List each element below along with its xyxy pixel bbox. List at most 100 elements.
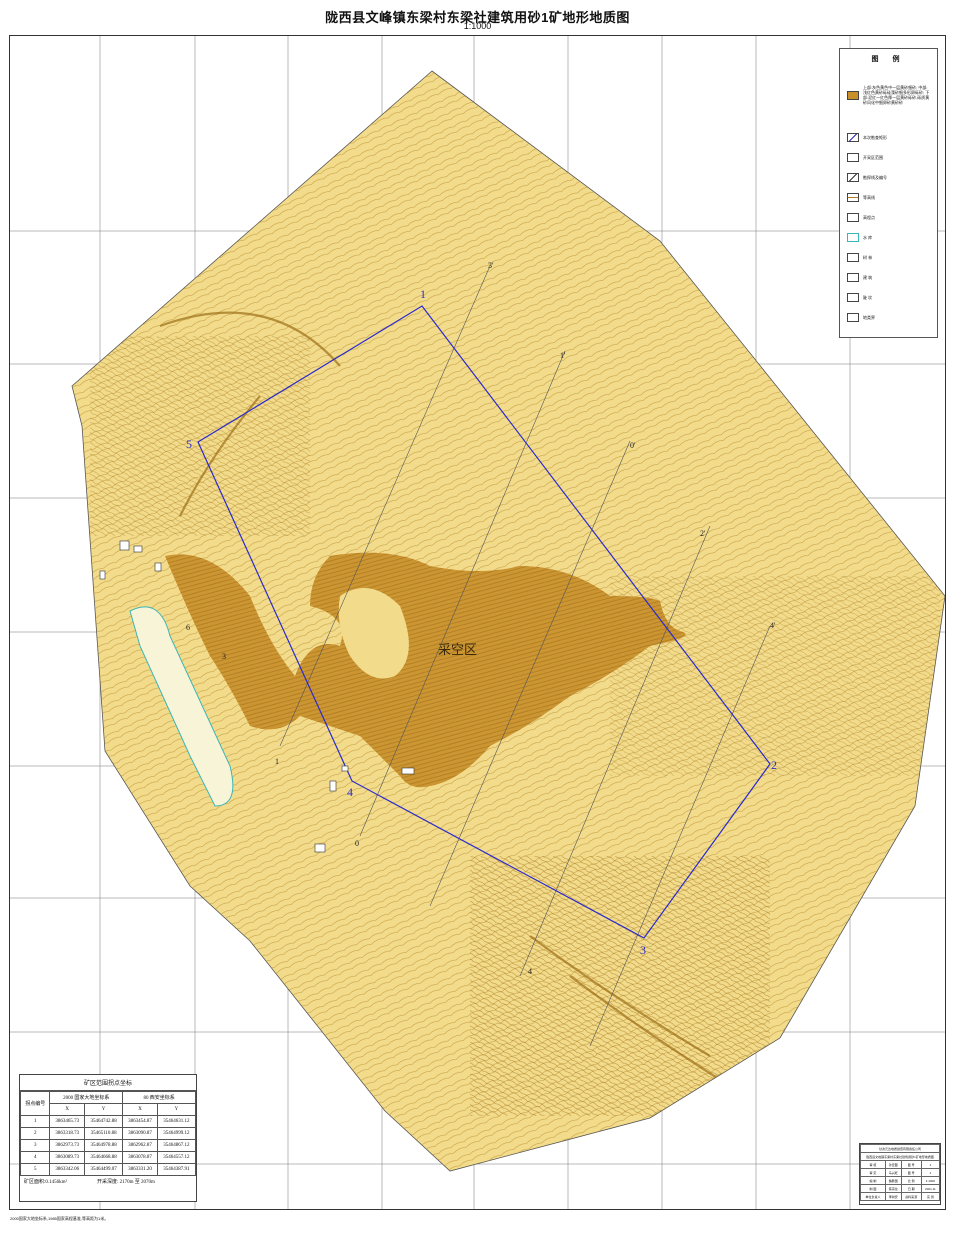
profile-label: 3': [488, 261, 494, 270]
table-cell: 4: [19, 1151, 51, 1164]
table-row: 单位负责人 李树安 资料来源实 测: [860, 1192, 941, 1201]
profile-label: 0': [630, 441, 636, 450]
map-title: 陇西县文峰镇东梁村东梁社建筑用砂1矿地形地质图: [325, 10, 630, 25]
legend-symbol: [847, 293, 859, 302]
table-cell: 35464999.12: [156, 1127, 197, 1140]
table-cell: 1:1000: [920, 1176, 941, 1185]
table-cell: 35464978.88: [84, 1139, 124, 1152]
legend-label: 树 林: [863, 255, 873, 260]
legend-item: 开采区范围: [847, 153, 883, 162]
boundary-point-3: 3: [640, 943, 646, 957]
boundary-point-1: 1: [420, 287, 426, 301]
legend-label: 水 库: [863, 235, 873, 240]
table-cell: 3863090.87: [122, 1127, 158, 1140]
table-row: 编 制魏鹏国 比 例 1:1000: [860, 1176, 941, 1185]
topographic-map[interactable]: 采空区 1 2 3 4 5 1' 2' 3' 4' 0' 0 1: [10, 36, 946, 1210]
legend-item: 建 筑: [847, 273, 872, 282]
profile-label: 4': [770, 621, 776, 630]
legend-panel: 图 例 上部:灰色黄色中一层黄砂细砂; 中部:浅红色黄砂砾硅藻砂细多形卵砾砂; …: [839, 48, 938, 338]
table-cell: 编 制: [860, 1176, 886, 1185]
legend-label: 陡 坎: [863, 295, 873, 300]
table-cell: 35464867.12: [156, 1139, 197, 1152]
table-cell: 3863318.73: [49, 1127, 86, 1140]
table-cell: 3863454.87: [122, 1115, 158, 1128]
legend-symbol: [847, 173, 859, 182]
mined-out-area: 采空区: [165, 552, 686, 788]
profile-label: 4: [528, 967, 532, 976]
table-cell: 3: [19, 1139, 51, 1152]
legend-label: 上部:灰色黄色中一层黄砂细砂; 中部:浅红色黄砂砾硅藻砂细多形卵砾砂; 下部:泥…: [863, 85, 930, 105]
profile-label: 1': [560, 351, 566, 360]
profile-label: 2': [700, 529, 706, 538]
table-cell: 3863089.73: [49, 1151, 86, 1164]
legend-item: 水 库: [847, 233, 872, 242]
table-cell: 实 测: [920, 1192, 941, 1201]
mine-boundary[interactable]: 1 2 3 4 5: [186, 287, 777, 957]
table-cell: 审 定: [860, 1168, 886, 1177]
table-cell: 资料来源: [900, 1192, 922, 1201]
legend-symbol: [847, 233, 859, 242]
table-row: 5 3863342.06 35464499.07 3863331.20 3546…: [19, 1163, 197, 1176]
table-cell: 35464742.88: [84, 1115, 124, 1128]
table-cell: 3863078.87: [122, 1151, 158, 1164]
legend-symbol: [847, 90, 859, 100]
table-row: 3 3862973.73 35464978.88 3862962.87 3546…: [19, 1139, 197, 1152]
legend-item: 勘探线及编号: [847, 173, 887, 182]
legend-item: 本次勘查矩形: [847, 133, 887, 142]
map-frame: 采空区 1 2 3 4 5 1' 2' 3' 4' 0' 0 1: [9, 35, 946, 1210]
table-cell: 制 图: [860, 1184, 886, 1193]
table-cell: 35464387.91: [156, 1163, 197, 1176]
legend-label: 等高线: [863, 195, 875, 200]
table-cell: 图 号: [900, 1160, 922, 1169]
legend-symbol: [847, 193, 859, 202]
legend-item: 上部:灰色黄色中一层黄砂细砂; 中部:浅红色黄砂砾硅藻砂细多形卵砾砂; 下部:泥…: [847, 85, 931, 105]
mine-area-text: 矿区面积:0.1456km²: [24, 1180, 68, 1185]
title-block-company: 甘肃元达地质勘查有限责任公司: [860, 1144, 940, 1153]
profile-label: 3: [222, 652, 226, 661]
table-cell: 3863342.06: [49, 1163, 86, 1176]
legend-label: 勘探线及编号: [863, 175, 887, 180]
table-cell: 陈宗龙: [884, 1184, 902, 1193]
coord-head-system-b: 80 西安坐标系: [122, 1091, 196, 1104]
legend-item: 地类界: [847, 313, 875, 322]
table-cell: 1: [19, 1115, 51, 1128]
mining-depth-text: 开采深度: 2170m 至 2070m: [97, 1180, 155, 1185]
table-row: 制 图陈宗龙 日 期 2021.11: [860, 1184, 941, 1193]
table-cell: 3862973.73: [49, 1139, 86, 1152]
table-cell: 35464557.12: [156, 1151, 197, 1164]
coord-head-y: Y: [156, 1103, 197, 1116]
profile-labels: 1' 2' 3' 4' 0' 0 1 3 4 6: [186, 261, 776, 976]
table-cell: 2: [19, 1127, 51, 1140]
drawing-title-block: 甘肃元达地质勘查有限责任公司 陇西县文峰镇东梁村东梁社建筑用砂1矿地形地质图 审…: [859, 1143, 941, 1205]
legend-symbol: [847, 153, 859, 162]
boundary-point-2: 2: [771, 758, 777, 772]
buildings: [99, 540, 415, 853]
coord-head-y: Y: [84, 1103, 124, 1116]
legend-item: 等高线: [847, 193, 875, 202]
map-scale: 1:1000: [463, 21, 492, 31]
boundary-point-5: 5: [186, 437, 192, 451]
table-cell: 1: [920, 1168, 941, 1177]
table-cell: 比 例: [900, 1176, 922, 1185]
table-cell: 魏鹏国: [884, 1176, 902, 1185]
legend-item: 陡 坎: [847, 293, 872, 302]
legend-symbol: [847, 273, 859, 282]
boundary-point-4: 4: [347, 785, 353, 799]
boundary-coordinate-table: 矿区范围拐点坐标 拐点编号 2000 国家大地坐标系 80 西安坐标系 X Y …: [19, 1074, 197, 1202]
table-cell: 35464668.88: [84, 1151, 124, 1164]
profile-label: 0: [355, 839, 359, 848]
table-cell: 李树安: [884, 1192, 902, 1201]
table-cell: 3862962.87: [122, 1139, 158, 1152]
table-cell: 35464499.07: [84, 1163, 124, 1176]
legend-symbol: [847, 133, 859, 142]
table-cell: 5: [19, 1163, 51, 1176]
table-cell: 35465110.88: [84, 1127, 124, 1140]
legend-label: 开采区范围: [863, 155, 883, 160]
profile-lines: [279, 265, 771, 1047]
legend-label: 高程点: [863, 215, 875, 220]
legend-label: 本次勘查矩形: [863, 135, 887, 140]
coord-table-caption: 矿区范围拐点坐标: [20, 1075, 196, 1091]
profile-label: 1: [275, 757, 279, 766]
table-cell: 2021.11: [920, 1184, 941, 1193]
